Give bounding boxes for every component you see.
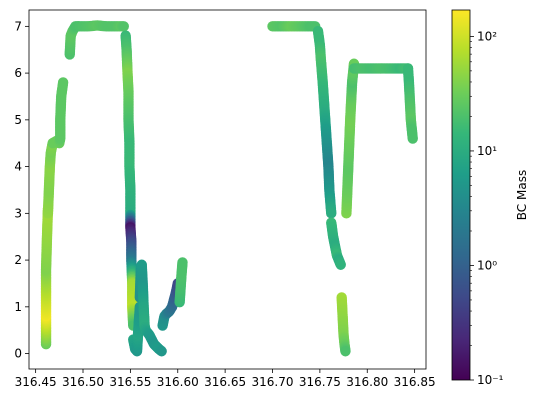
colorbar-tick-label: 10⁻¹ <box>477 373 504 387</box>
colorbar-tick-label: 10² <box>477 29 497 43</box>
y-tick-label: 0 <box>14 347 22 361</box>
plot-frame <box>28 9 427 370</box>
x-tick-label: 316.45 <box>15 375 57 389</box>
scatter-point <box>326 208 337 219</box>
x-tick-label: 316.60 <box>157 375 199 389</box>
scatter-point <box>340 346 351 357</box>
y-tick-label: 2 <box>14 253 22 267</box>
y-tick-label: 5 <box>14 113 22 127</box>
scatter-point <box>407 133 418 144</box>
x-tick-label: 316.70 <box>252 375 294 389</box>
x-tick-label: 316.80 <box>346 375 388 389</box>
x-tick-label: 316.50 <box>62 375 104 389</box>
x-axis: 316.45 316.50 316.55 316.60 316.65 316.70 316.… <box>15 369 436 389</box>
colorbar-tick-label: 10¹ <box>477 144 497 158</box>
y-axis: 0 1 2 3 4 5 6 7 <box>14 19 29 361</box>
x-tick-label: 316.65 <box>204 375 246 389</box>
x-tick-label: 316.75 <box>299 375 341 389</box>
y-tick-label: 6 <box>14 66 22 80</box>
scatter-point <box>57 77 69 88</box>
y-tick-label: 7 <box>14 19 22 33</box>
y-tick-label: 1 <box>14 300 22 314</box>
colorbar-gradient <box>451 9 471 381</box>
scatter-point <box>156 346 167 357</box>
y-tick-label: 4 <box>14 160 22 174</box>
x-tick-label: 316.55 <box>109 375 151 389</box>
colorbar-label: BC Mass <box>515 170 529 220</box>
scatter-points <box>40 20 418 357</box>
colorbar: 10⁻¹ 10⁰ 10¹ 10² BC Mass <box>451 9 529 387</box>
x-tick-label: 316.85 <box>394 375 436 389</box>
colorbar-ticks: 10⁻¹ 10⁰ 10¹ 10² <box>470 29 504 387</box>
scatter-point <box>118 21 129 32</box>
y-tick-label: 3 <box>14 206 22 220</box>
colorbar-tick-label: 10⁰ <box>477 258 497 272</box>
scatter-point <box>335 259 346 270</box>
scatter-point <box>177 257 188 268</box>
